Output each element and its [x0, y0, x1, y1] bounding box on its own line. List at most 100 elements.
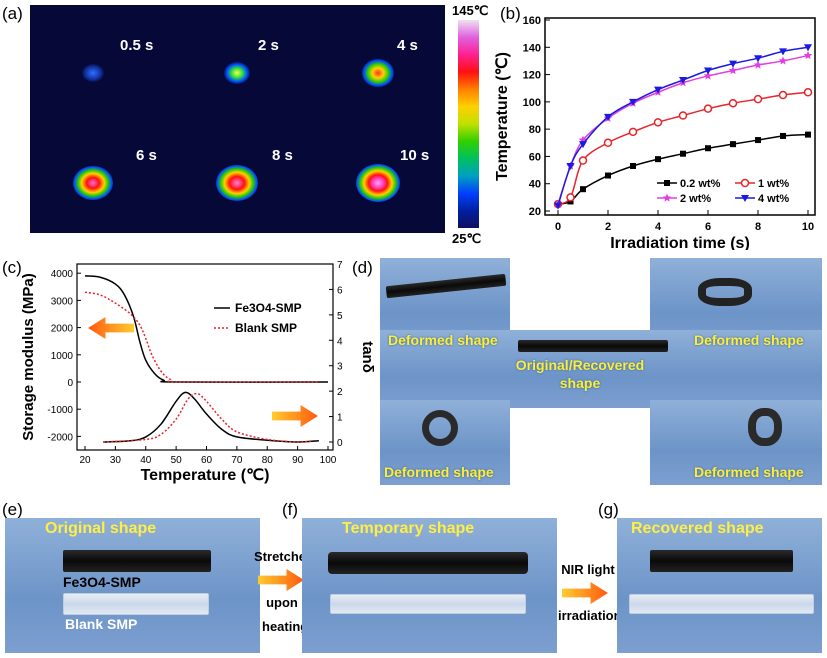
marker-triangle	[654, 86, 662, 94]
time-label: 10 s	[400, 147, 430, 164]
y-tick-label: 20	[529, 206, 541, 218]
knotted-strip	[748, 408, 782, 446]
arrow-stretch: Stretched upon heating	[254, 545, 314, 639]
series-line	[103, 391, 319, 443]
marker-circle	[628, 127, 638, 137]
marker-triangle	[779, 48, 787, 56]
marker-circle	[703, 104, 713, 113]
y-tick-label: 120	[523, 70, 541, 82]
arrow-icon	[562, 582, 608, 604]
y-tick-label: -1000	[47, 405, 73, 416]
looped-strip	[698, 278, 752, 306]
legend-label: 2 wt%	[680, 193, 711, 205]
x-tick-label: 2	[605, 221, 611, 233]
y2-tick-label: 2	[337, 387, 343, 398]
original-strip	[518, 340, 668, 352]
thermal-image-grid: 0.5 s 2 s 4 s 6 s 8 s 10 s	[30, 5, 445, 233]
thermal-spot	[356, 164, 400, 202]
label-deformed: Deformed shape	[694, 332, 804, 348]
marker-triangle	[754, 55, 762, 63]
marker-triangle	[579, 141, 587, 149]
panel-label-e: (e)	[2, 500, 23, 519]
title-temporary-shape: Temporary shape	[342, 520, 475, 537]
label-deformed: Deformed shape	[384, 464, 494, 480]
arrow-text: Stretched	[254, 549, 314, 564]
panel-label-c: (c)	[2, 258, 22, 277]
fe3o4-strip	[63, 550, 211, 572]
legend-label: 1 wt%	[758, 178, 789, 190]
coiled-strip	[422, 410, 458, 446]
photo-deformed-knot	[650, 400, 822, 485]
x-tick-label: 50	[171, 455, 183, 466]
colorbar	[458, 20, 479, 228]
marker-circle	[566, 193, 575, 202]
marker-square	[580, 186, 586, 193]
time-label: 2 s	[258, 37, 279, 54]
series-line	[103, 392, 313, 443]
series-line	[84, 275, 329, 383]
time-label: 0.5 s	[120, 37, 154, 54]
marker-square	[680, 150, 686, 157]
label-deformed: Deformed shape	[388, 332, 498, 348]
arrow-text: NIR light	[561, 562, 615, 577]
marker-star	[703, 71, 713, 80]
y2-tick-label: 0	[337, 438, 343, 449]
marker-square	[780, 132, 786, 139]
thermal-spot	[216, 165, 258, 201]
marker-circle	[678, 111, 688, 120]
x-tick-label: 60	[201, 455, 213, 466]
recovered-blank-strip	[629, 594, 814, 614]
marker-triangle	[604, 113, 612, 121]
colorbar-max: 145℃	[452, 3, 489, 18]
x-tick-label: 80	[262, 455, 274, 466]
marker-square	[730, 141, 736, 148]
y2-tick-label: 7	[337, 260, 343, 271]
legend-label: 4 wt%	[758, 193, 789, 205]
label-original: Original/Recovered	[515, 357, 645, 373]
marker-circle	[578, 156, 588, 165]
x-tick-label: 6	[705, 221, 711, 233]
marker-square	[755, 137, 761, 144]
marker-triangle	[679, 77, 687, 85]
y2-tick-label: 3	[337, 362, 343, 373]
marker-square	[630, 162, 636, 169]
y-tick-label: 0	[67, 378, 73, 389]
y2-tick-label: 4	[337, 336, 343, 347]
label-deformed: Deformed shape	[694, 464, 804, 480]
marker-circle	[728, 98, 738, 108]
marker-circle	[803, 88, 813, 97]
plot-frame	[76, 263, 334, 451]
title-recovered-shape: Recovered shape	[631, 520, 764, 537]
x-axis-label: Irradiation time (s)	[610, 235, 750, 250]
y-tick-label: -2000	[47, 432, 73, 443]
panel-label-g: (g)	[598, 500, 619, 519]
time-label: 6 s	[136, 147, 157, 164]
chart-dma: 20 30 40 50 60 70 80 90 100-2000-100001000200030…	[20, 260, 376, 484]
colorbar-min: 25℃	[452, 231, 482, 246]
marker-star	[753, 60, 763, 69]
marker-square	[705, 145, 711, 152]
y-tick-label: 3000	[51, 296, 74, 307]
legend-label: 0.2 wt%	[680, 178, 721, 190]
arrow-text: upon	[266, 595, 298, 610]
y-tick-label: 4000	[51, 269, 74, 280]
panel-label-a: (a)	[2, 4, 23, 23]
marker-triangle	[629, 98, 637, 106]
legend-label: Fe3O4-SMP	[235, 301, 302, 315]
y2-axis-label: tanδ	[359, 341, 376, 373]
x-tick-label: 0	[555, 221, 561, 233]
x-tick-label: 10	[802, 221, 814, 233]
panel-label-f: (f)	[282, 500, 299, 519]
thermal-spot	[82, 64, 104, 82]
x-tick-label: 100	[320, 455, 337, 466]
label-original-2: shape	[559, 375, 601, 391]
photo-original	[380, 330, 822, 408]
x-tick-label: 30	[110, 455, 122, 466]
thermal-spot	[362, 59, 394, 87]
photo-original-shape: Original shape Fe3O4-SMP Blank SMP	[5, 518, 260, 653]
x-tick-label: 40	[140, 455, 152, 466]
panel-label-d: (d)	[352, 258, 373, 277]
y-tick-label: 80	[529, 124, 541, 136]
photo-temporary-shape: Temporary shape	[302, 518, 557, 653]
marker-circle	[778, 90, 788, 100]
